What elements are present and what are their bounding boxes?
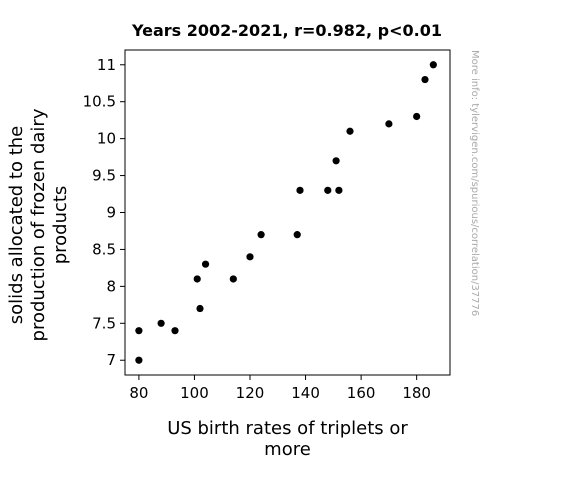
data-point xyxy=(196,304,204,313)
x-tick-label: 100 xyxy=(180,384,209,402)
x-tick-label: 160 xyxy=(347,384,376,402)
y-tick-label: 10 xyxy=(97,130,116,148)
y-axis-label-line: products xyxy=(50,186,71,265)
data-point xyxy=(201,260,210,268)
data-point xyxy=(193,275,201,283)
y-axis-label: solids allocated to theproduction of fro… xyxy=(6,108,71,341)
data-point xyxy=(332,157,340,165)
data-point xyxy=(157,319,165,327)
data-point xyxy=(385,120,393,128)
plot-frame xyxy=(124,49,451,376)
data-point xyxy=(346,127,354,135)
x-tick-label: 140 xyxy=(291,384,320,402)
x-tick-label: 120 xyxy=(236,384,265,402)
y-axis-label-line: solids allocated to the xyxy=(6,126,27,325)
data-point xyxy=(324,186,332,194)
data-point xyxy=(246,253,254,261)
data-point xyxy=(257,231,265,239)
data-point xyxy=(429,61,437,69)
source-note: More info: tylervigen.com/spurious/corre… xyxy=(469,50,480,316)
data-point xyxy=(171,327,179,335)
data-point xyxy=(135,356,143,364)
data-point xyxy=(335,186,343,194)
data-point xyxy=(293,231,301,239)
y-tick-label: 7.5 xyxy=(92,314,116,332)
y-tick-label: 9 xyxy=(106,204,116,222)
y-tick-label: 7 xyxy=(106,351,116,369)
y-tick-label: 11 xyxy=(97,56,116,74)
x-axis-label-line: US birth rates of triplets or xyxy=(167,418,408,439)
y-tick-label: 9.5 xyxy=(92,167,116,185)
y-tick-label: 8 xyxy=(106,277,116,295)
data-point xyxy=(296,186,304,194)
x-axis-label: US birth rates of triplets or more xyxy=(167,418,408,460)
data-point xyxy=(229,275,237,283)
y-tick-label: 10.5 xyxy=(83,93,116,111)
plot-area: 80 100 120 140 160 180 7 7.5 8 8.5 9 9.5 10 10.5 11 xyxy=(83,49,451,402)
x-tick-label: 80 xyxy=(129,384,148,402)
data-point xyxy=(421,75,429,84)
data-point xyxy=(413,112,421,121)
y-tick-label: 8.5 xyxy=(92,240,116,258)
data-point xyxy=(135,327,143,335)
y-axis-label-line: production of frozen dairy xyxy=(28,108,49,341)
x-tick-label: 180 xyxy=(402,384,431,402)
chart-title: Years 2002-2021, r=0.982, p<0.01 xyxy=(131,21,442,40)
x-axis-label-line: more xyxy=(264,439,311,460)
